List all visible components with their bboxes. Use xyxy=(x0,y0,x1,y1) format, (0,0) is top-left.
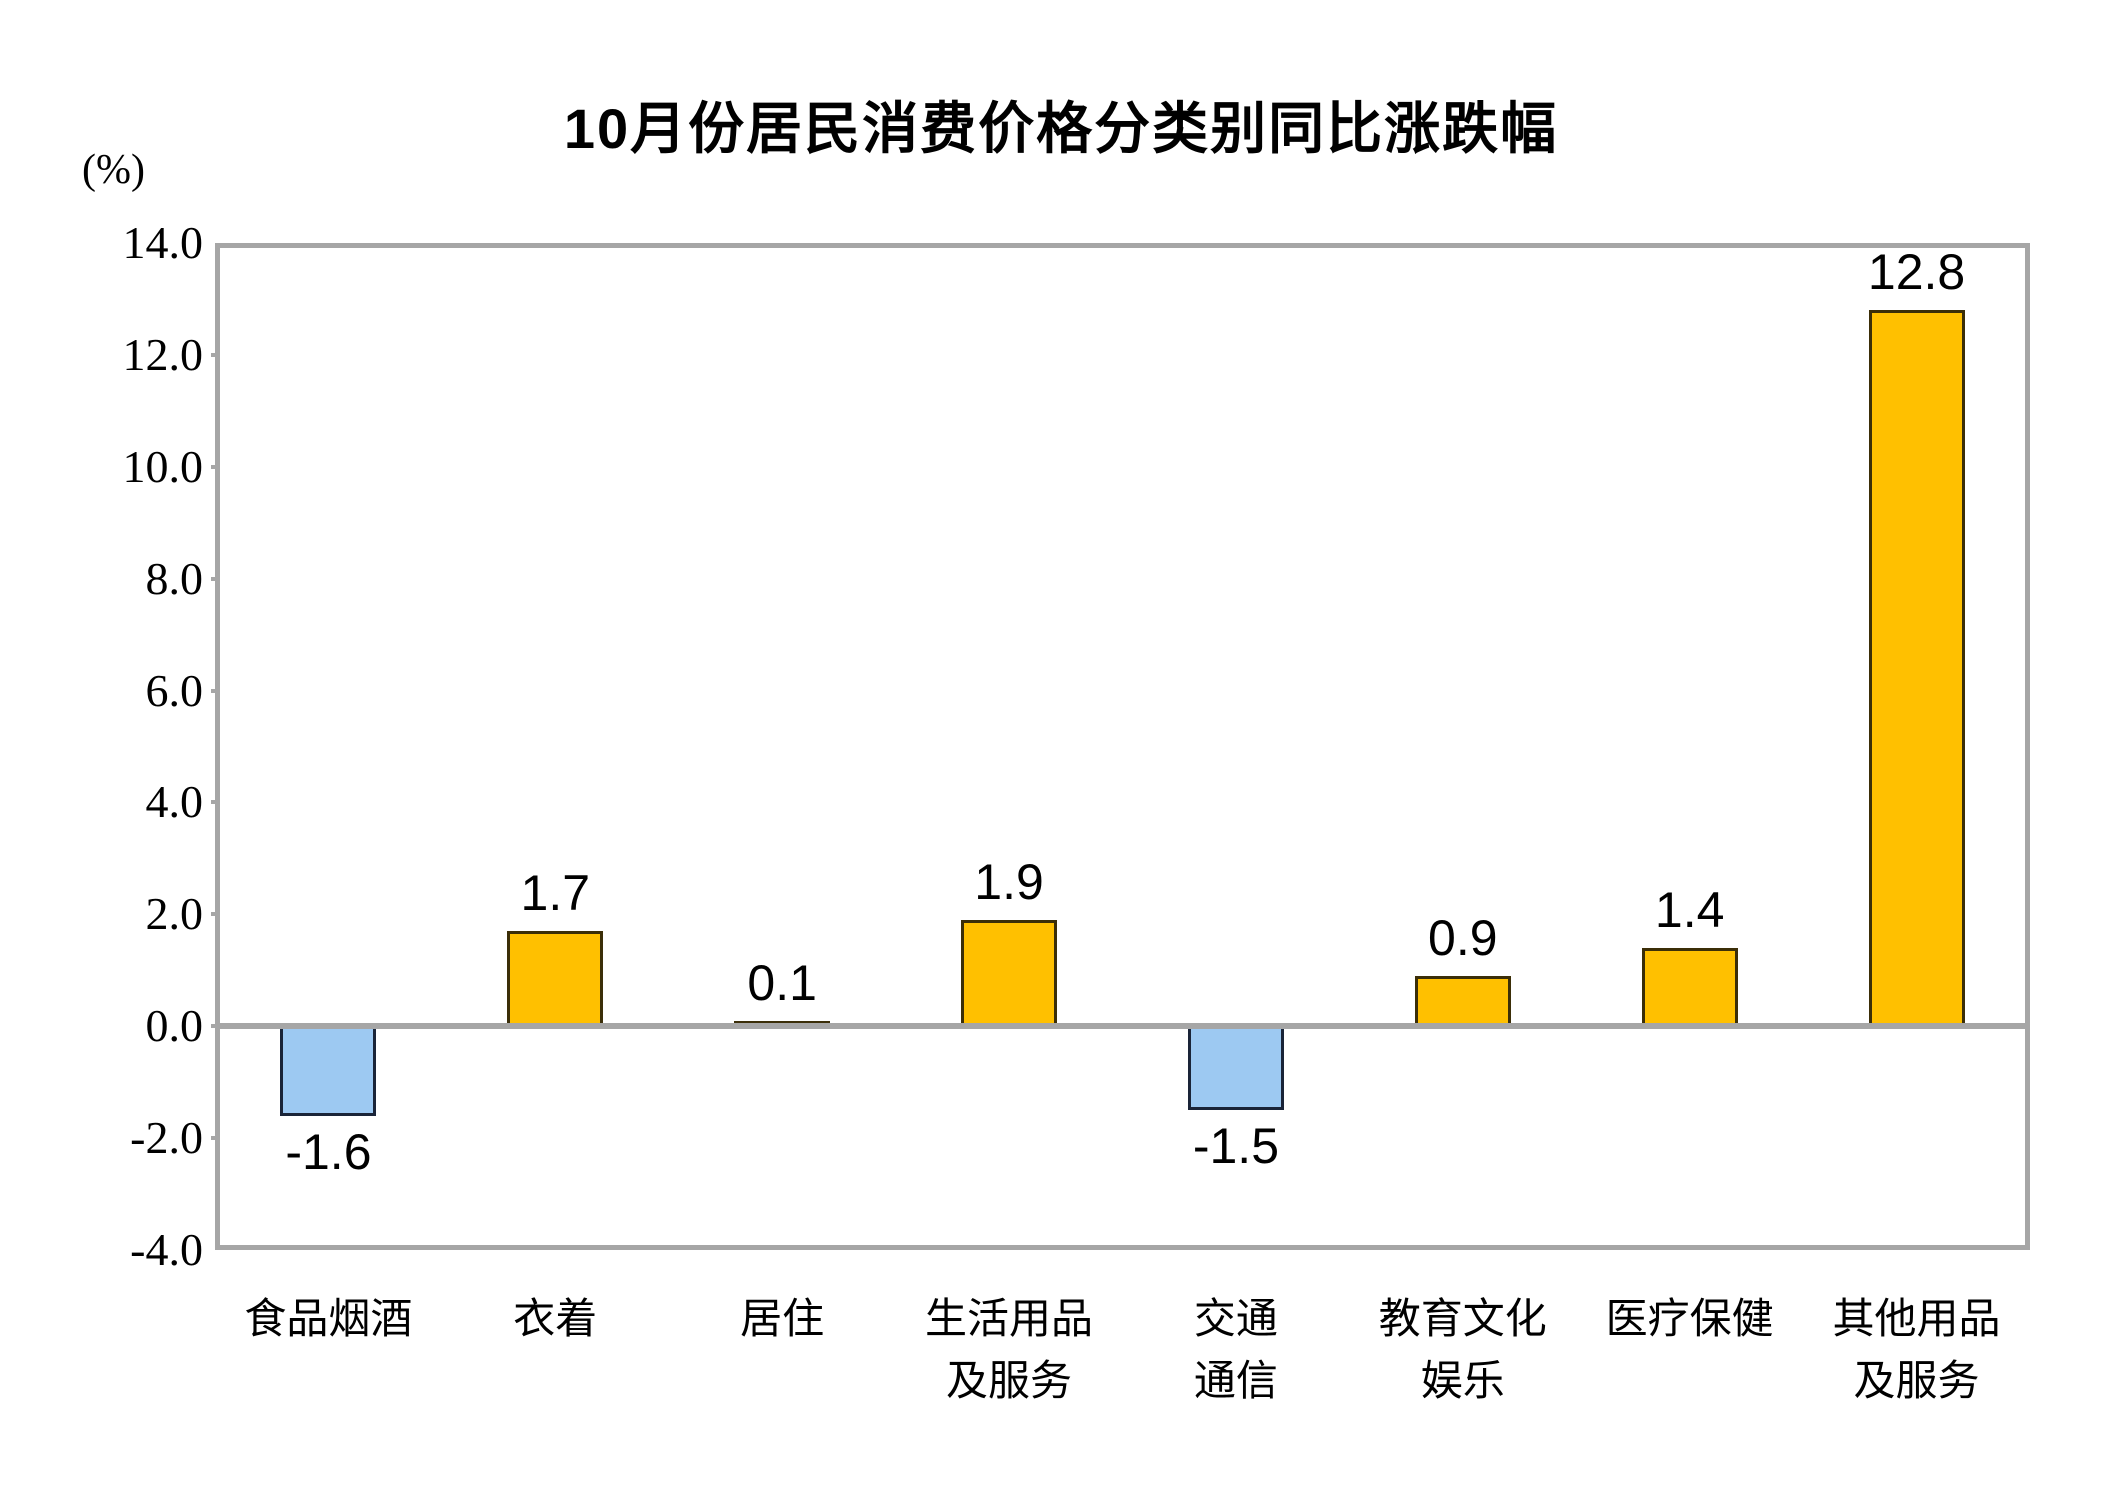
bar-value-label-其他用品及服务: 12.8 xyxy=(1867,244,1966,301)
x-category-label-医疗保健: 医疗保健 xyxy=(1605,1295,1774,1342)
x-category-label-食品烟酒: 食品烟酒 xyxy=(244,1295,413,1342)
bar-value-label-医疗保健: 1.4 xyxy=(1654,881,1725,938)
chart-title: 10月份居民消费价格分类别同比涨跌幅 xyxy=(563,97,1559,160)
plot-area xyxy=(215,243,2030,1250)
bar-医疗保健 xyxy=(1641,947,1738,1027)
y-axis-unit-label: (%) xyxy=(82,147,145,193)
x-category-label-教育文化娱乐: 教育文化 娱乐 xyxy=(1378,1295,1547,1404)
y-tick-label-0.0: 0.0 xyxy=(145,1000,204,1052)
bar-衣着 xyxy=(507,931,604,1027)
bar-value-label-教育文化娱乐: 0.9 xyxy=(1428,909,1498,966)
y-tick-label-14.0: 14.0 xyxy=(122,217,204,268)
bar-教育文化娱乐 xyxy=(1414,975,1511,1027)
bar-value-label-衣着: 1.7 xyxy=(520,865,591,922)
zero-axis-line xyxy=(215,1023,2030,1030)
y-tick-label-4.0: 4.0 xyxy=(145,776,204,828)
bar-食品烟酒 xyxy=(280,1026,377,1116)
bar-value-label-居住: 0.1 xyxy=(747,954,817,1011)
bar-交通通信 xyxy=(1187,1026,1284,1111)
x-category-label-交通通信: 交通 通信 xyxy=(1193,1295,1278,1404)
bar-其他用品及服务 xyxy=(1868,310,1965,1027)
bar-value-label-生活用品及服务: 1.9 xyxy=(974,853,1044,910)
bar-value-label-食品烟酒: -1.6 xyxy=(285,1123,372,1180)
y-tick-label--2.0: -2.0 xyxy=(130,1112,203,1164)
y-tick-label-2.0: 2.0 xyxy=(145,888,204,940)
x-category-label-生活用品及服务: 生活用品 及服务 xyxy=(925,1295,1094,1404)
y-tick-label-10.0: 10.0 xyxy=(122,440,204,492)
bar-生活用品及服务 xyxy=(961,919,1058,1027)
bar-value-label-交通通信: -1.5 xyxy=(1192,1118,1280,1175)
y-tick-label-12.0: 12.0 xyxy=(122,328,204,380)
x-category-label-衣着: 衣着 xyxy=(513,1295,598,1342)
y-tick-label--4.0: -4.0 xyxy=(130,1224,203,1275)
y-tick-label-6.0: 6.0 xyxy=(145,664,204,716)
x-category-label-其他用品及服务: 其他用品 及服务 xyxy=(1832,1295,2001,1404)
y-tick-label-8.0: 8.0 xyxy=(145,552,204,604)
x-category-label-居住: 居住 xyxy=(740,1295,825,1342)
